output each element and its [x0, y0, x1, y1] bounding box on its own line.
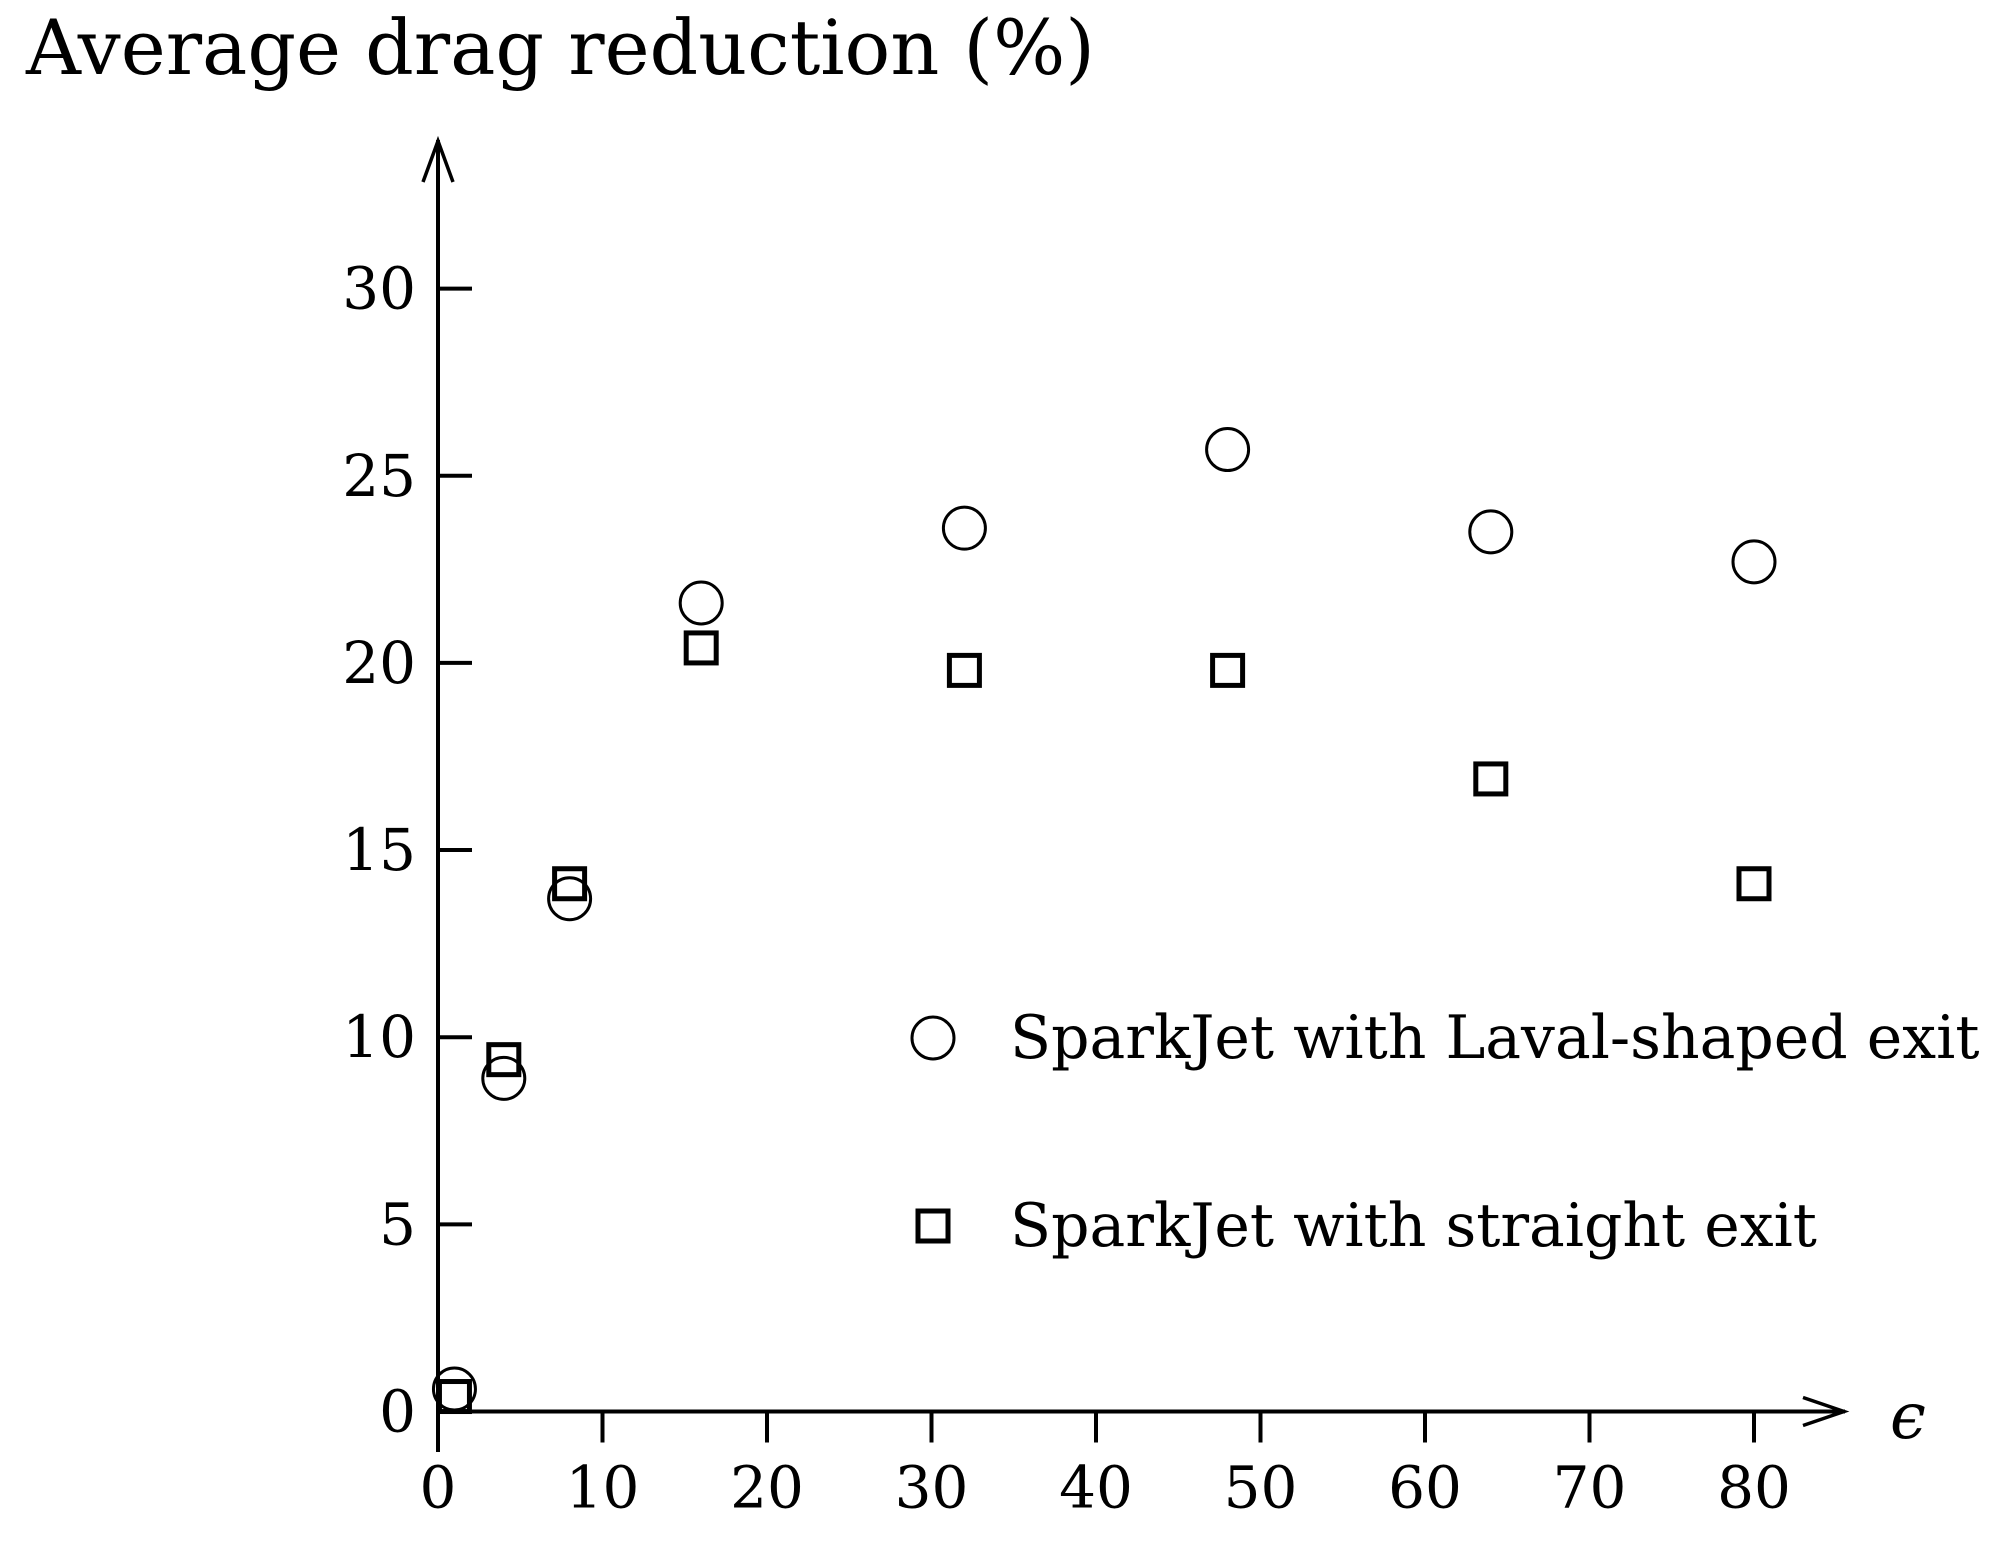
x-tick-label: 80 [1717, 1454, 1791, 1522]
square-data-point [1473, 761, 1509, 797]
y-tick-label: 30 [342, 255, 416, 323]
circle-data-point [1731, 539, 1777, 585]
square-data-point [436, 1379, 472, 1415]
square-data-point [1736, 866, 1772, 902]
y-tick-label: 10 [342, 1003, 416, 1071]
y-tick-label: 0 [379, 1378, 416, 1446]
square-data-point [552, 866, 588, 902]
x-tick-label: 40 [1059, 1454, 1133, 1522]
circle-data-point [1468, 509, 1514, 555]
square-data-point [486, 1042, 522, 1078]
x-tick-label: 70 [1553, 1454, 1627, 1522]
y-axis-arrowhead [421, 135, 455, 183]
circle-data-point [547, 876, 593, 922]
x-tick-label: 30 [895, 1454, 969, 1522]
x-tick-label: 50 [1224, 1454, 1298, 1522]
y-tick-label: 25 [342, 442, 416, 510]
circle-data-point [678, 580, 724, 626]
x-tick-label: 20 [730, 1454, 804, 1522]
x-tick-label: 60 [1388, 1454, 1462, 1522]
circle-data-point [1205, 427, 1251, 473]
square-data-point [946, 652, 982, 688]
x-axis-arrowhead [1802, 1395, 1850, 1428]
square-marker-icon [915, 1208, 951, 1244]
square-data-point [1210, 652, 1246, 688]
circle-data-point [481, 1055, 527, 1101]
y-tick-label: 15 [342, 816, 416, 884]
legend-entry-straight: SparkJet with straight exit [908, 1180, 1817, 1272]
circle-marker-icon [910, 1015, 956, 1061]
x-tick-label: 0 [420, 1454, 457, 1522]
square-data-point [683, 630, 719, 666]
chart-title: Average drag reduction (%) [26, 3, 1095, 92]
y-tick-label: 20 [342, 629, 416, 697]
x-tick-label: 10 [566, 1454, 640, 1522]
y-tick-label: 5 [379, 1190, 416, 1258]
legend-label-straight: SparkJet with straight exit [1010, 1191, 1817, 1261]
circle-data-point [941, 505, 987, 551]
legend-label-laval: SparkJet with Laval-shaped exit [1010, 1003, 1980, 1073]
legend-entry-laval: SparkJet with Laval-shaped exit [908, 992, 1979, 1084]
x-axis-epsilon-label: ϵ [1890, 1380, 1926, 1454]
